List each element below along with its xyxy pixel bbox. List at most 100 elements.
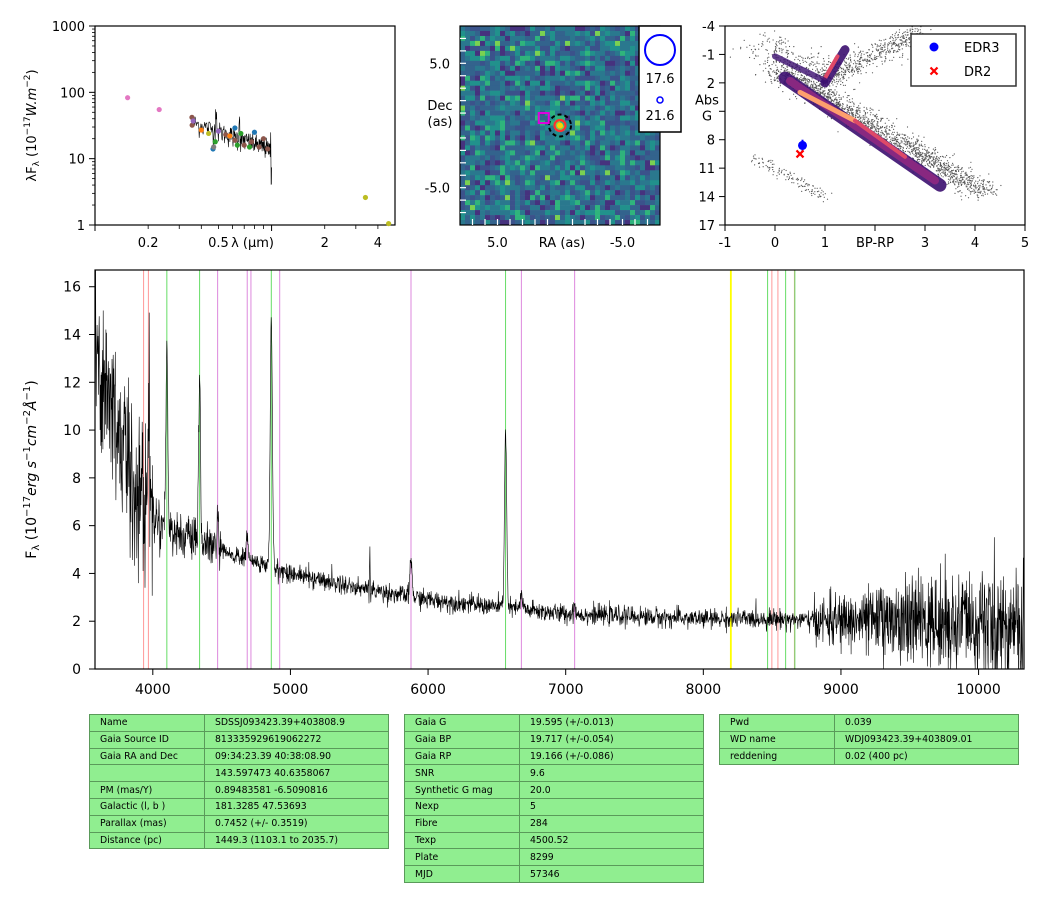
image-pixel	[580, 65, 586, 72]
hr-background-star	[820, 91, 822, 93]
hr-background-star	[822, 91, 824, 93]
image-pixel	[540, 95, 546, 101]
hr-background-star	[894, 43, 896, 45]
image-pixel	[610, 45, 616, 52]
hr-background-star	[820, 73, 822, 75]
hr-background-star	[826, 63, 828, 65]
image-pixel	[525, 185, 531, 191]
image-pixel	[540, 135, 546, 141]
image-pixel	[560, 150, 566, 156]
hr-background-star	[906, 44, 908, 46]
hr-background-star	[806, 67, 808, 69]
hr-background-star	[866, 60, 869, 62]
hr-background-star	[788, 176, 790, 178]
image-pixel	[560, 85, 566, 91]
image-pixel	[570, 135, 576, 141]
image-pixel	[640, 205, 646, 211]
image-pixel	[650, 220, 656, 226]
image-pixel	[555, 205, 561, 211]
image-pixel	[545, 65, 551, 72]
image-pixel	[580, 26, 586, 32]
hr-background-star	[898, 145, 900, 147]
hr-background-star	[766, 57, 769, 59]
hr-background-star	[785, 46, 787, 48]
hr-background-star	[874, 56, 876, 59]
hr-background-star	[896, 133, 899, 135]
image-pixel	[530, 75, 536, 82]
image-pixel	[465, 130, 471, 136]
hr-background-star	[851, 113, 853, 115]
image-pixel	[580, 130, 586, 136]
table-key-cell: Distance (pc)	[89, 831, 205, 850]
image-pixel	[570, 80, 576, 86]
image-pixel	[510, 190, 516, 196]
image-pixel	[565, 95, 571, 101]
hr-background-star	[801, 80, 803, 82]
image-pixel	[595, 200, 601, 206]
hr-background-star	[897, 48, 900, 50]
image-pixel	[520, 135, 526, 141]
hr-ms-core2	[853, 118, 907, 159]
image-pixel	[600, 55, 606, 62]
hr-background-star	[896, 118, 898, 120]
hr-background-star	[829, 85, 831, 87]
hr-background-star	[811, 194, 813, 197]
image-pixel	[550, 45, 556, 52]
image-pixel	[600, 30, 606, 37]
image-pixel	[515, 155, 521, 161]
image-pixel	[625, 125, 631, 131]
image-pixel	[535, 45, 541, 52]
hr-background-star	[969, 191, 971, 193]
hr-background-star	[950, 176, 953, 178]
image-pixel	[490, 26, 496, 32]
hr-background-star	[779, 83, 781, 85]
hr-background-star	[854, 61, 856, 63]
hr-background-star	[860, 66, 862, 68]
image-pixel	[550, 195, 556, 201]
image-pixel	[520, 200, 526, 206]
image-pixel	[480, 26, 486, 32]
hr-background-star	[953, 173, 955, 175]
hr-background-star	[801, 185, 803, 187]
hr-background-star	[906, 42, 908, 44]
hr-background-star	[983, 179, 985, 181]
hr-background-star	[898, 31, 900, 33]
image-pixel	[480, 95, 486, 101]
image-pixel	[635, 75, 641, 82]
hr-background-star	[753, 57, 755, 60]
image-pixel	[575, 210, 581, 216]
image-pixel	[520, 170, 526, 176]
image-pixel	[535, 85, 541, 91]
image-pixel	[590, 200, 596, 206]
hr-background-star	[880, 117, 882, 119]
image-pixel	[620, 140, 626, 146]
hr-xtick-label: BP-RP	[856, 236, 894, 251]
image-pixel	[635, 85, 641, 91]
hr-background-star	[993, 191, 995, 193]
table-value-cell: 09:34:23.39 40:38:08.90	[204, 747, 389, 766]
hr-background-star	[795, 96, 797, 98]
image-pixel	[465, 60, 471, 67]
image-pixel	[465, 180, 471, 186]
hr-background-star	[762, 70, 764, 72]
hr-background-star	[831, 82, 833, 84]
hr-background-star	[809, 62, 811, 65]
hr-background-star	[909, 151, 911, 154]
image-pixel	[600, 150, 606, 156]
image-pixel	[595, 90, 601, 96]
hr-background-star	[858, 60, 860, 63]
hr-ytick-label: -4	[702, 20, 715, 35]
image-pixel	[515, 160, 521, 166]
hr-background-star	[766, 166, 769, 168]
image-pixel	[550, 170, 556, 176]
hr-background-star	[990, 191, 992, 193]
hr-background-star	[862, 50, 864, 52]
hr-background-star	[935, 170, 937, 172]
hr-background-star	[944, 169, 946, 171]
image-pixel	[635, 125, 641, 131]
hr-background-star	[844, 108, 846, 111]
image-pixel	[525, 195, 531, 201]
image-pixel	[580, 50, 586, 57]
image-pixel	[460, 75, 466, 82]
image-pixel	[610, 110, 616, 116]
